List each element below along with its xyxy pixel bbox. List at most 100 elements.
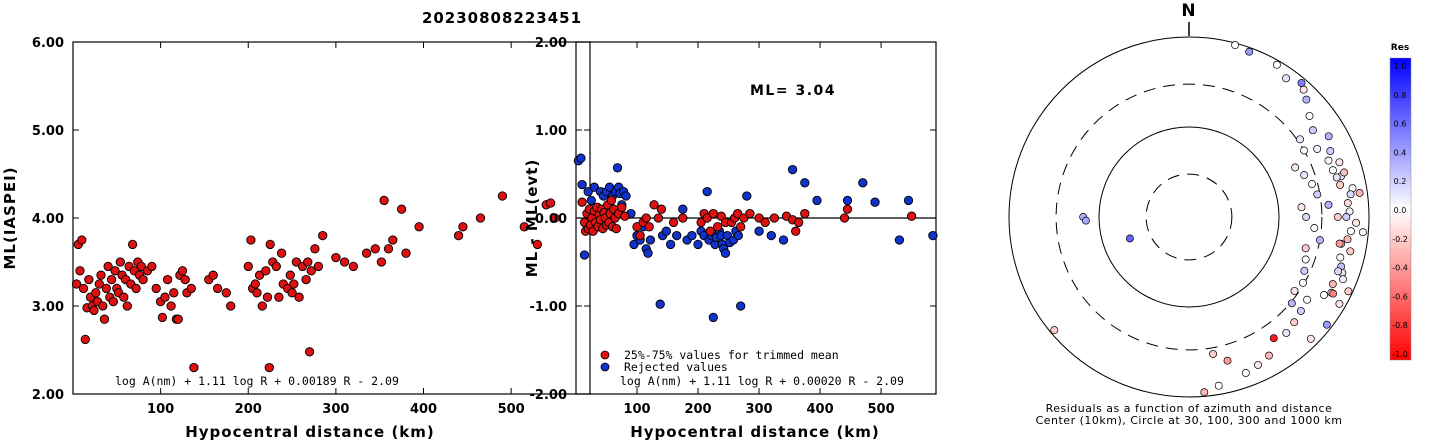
p1-point-0-75 bbox=[276, 248, 287, 258]
station-point-25 bbox=[1302, 95, 1311, 104]
station-point-48 bbox=[1300, 171, 1309, 180]
plot1-formula: log A(nm) + 1.11 log R + 0.00189 R - 2.0… bbox=[115, 374, 399, 388]
p1-point-0-71 bbox=[265, 239, 275, 250]
p2-point-0-60 bbox=[787, 164, 798, 175]
caption-line-2: Center (10km), Circle at 30, 100, 300 an… bbox=[1036, 414, 1343, 427]
p1-point-0-104 bbox=[458, 222, 468, 232]
p1-point-0-62 bbox=[246, 235, 256, 245]
p1-point-0-18 bbox=[103, 261, 113, 272]
ring-30km bbox=[1145, 173, 1233, 261]
p1-point-0-74 bbox=[274, 292, 284, 302]
colorbar-tick-6: -0.2 bbox=[1392, 235, 1408, 244]
p2-point-0-55 bbox=[736, 301, 746, 311]
station-point-38 bbox=[1290, 318, 1299, 327]
p2-point-0-61 bbox=[800, 178, 810, 188]
colorbar bbox=[1389, 57, 1412, 361]
station-point-11 bbox=[1352, 218, 1361, 227]
station-point-68 bbox=[1358, 228, 1367, 237]
p1-point-0-47 bbox=[169, 288, 179, 298]
p1-xtick-label-1: 200 bbox=[235, 402, 262, 417]
p1-xtick-label-2: 300 bbox=[322, 402, 349, 417]
station-point-36 bbox=[1209, 349, 1218, 358]
station-point-43 bbox=[1310, 224, 1319, 232]
station-point-31 bbox=[1231, 41, 1240, 50]
p2-point-1-31 bbox=[635, 230, 645, 241]
p2-point-1-61 bbox=[800, 208, 810, 219]
p2-point-0-32 bbox=[672, 230, 682, 241]
p1-point-0-79 bbox=[287, 288, 297, 298]
p1-point-0-29 bbox=[122, 301, 132, 311]
station-point-70 bbox=[1332, 173, 1341, 182]
legend-label-trimmed: 25%-75% values for trimmed mean bbox=[624, 348, 839, 362]
ml-annotation: ML= 3.04 bbox=[750, 83, 836, 99]
p2-point-1-39 bbox=[678, 213, 688, 223]
p1-point-0-80 bbox=[289, 279, 299, 289]
p1-point-0-59 bbox=[221, 288, 231, 298]
ring-300km bbox=[1055, 83, 1323, 351]
station-point-77 bbox=[1324, 156, 1333, 165]
station-point-45 bbox=[1297, 203, 1306, 212]
station-point-74 bbox=[1334, 267, 1343, 276]
p1-point-0-66 bbox=[254, 270, 265, 280]
station-point-16 bbox=[1336, 253, 1345, 262]
p1-point-0-10 bbox=[89, 305, 99, 316]
station-point-15 bbox=[1346, 247, 1355, 256]
p2-point-1-64 bbox=[906, 211, 917, 221]
p1-point-0-108 bbox=[532, 239, 543, 250]
p1-point-0-17 bbox=[101, 283, 111, 294]
p1-ytick-label-2: 4.00 bbox=[32, 212, 64, 227]
p1-point-0-102 bbox=[414, 222, 424, 232]
p1-xtick-label-4: 500 bbox=[498, 402, 525, 417]
p1-point-0-94 bbox=[361, 248, 372, 258]
p2-point-0-33 bbox=[678, 204, 688, 214]
p1-ytick-label-4: 6.00 bbox=[32, 36, 64, 51]
station-point-63 bbox=[1306, 334, 1315, 343]
p2-point-1-28 bbox=[617, 202, 627, 213]
p1-point-0-13 bbox=[94, 279, 104, 289]
p2-point-0-5 bbox=[586, 195, 596, 206]
p1-point-0-68 bbox=[261, 266, 271, 276]
legend-marker-rejected bbox=[600, 362, 610, 372]
p2-point-0-36 bbox=[693, 239, 703, 250]
plot1-xticks: 100 200 300 400 500 bbox=[147, 42, 525, 417]
colorbar-tick-8: -0.6 bbox=[1392, 292, 1408, 301]
station-point-69 bbox=[1355, 189, 1364, 197]
p2-point-0-2 bbox=[577, 179, 587, 190]
p1-xtick-label-0: 100 bbox=[147, 402, 174, 417]
p1-point-0-98 bbox=[383, 244, 394, 254]
p2-point-0-58 bbox=[766, 230, 776, 241]
p1-point-0-16 bbox=[99, 314, 110, 324]
p1-point-0-106 bbox=[497, 191, 508, 201]
station-point-13 bbox=[1343, 235, 1352, 244]
p2-point-0-67 bbox=[903, 195, 914, 206]
station-point-29 bbox=[1272, 60, 1281, 69]
station-point-35 bbox=[1223, 356, 1232, 365]
chart-title: 20230808223451 bbox=[422, 9, 582, 27]
station-point-10 bbox=[1342, 213, 1351, 221]
p1-point-0-7 bbox=[84, 274, 94, 285]
p1-point-0-65 bbox=[252, 288, 262, 298]
station-point-76 bbox=[1313, 144, 1322, 153]
station-point-12 bbox=[1346, 227, 1355, 236]
p1-point-0-14 bbox=[96, 270, 106, 280]
station-point-5 bbox=[1336, 180, 1345, 189]
p1-point-0-95 bbox=[370, 244, 380, 254]
p1-ytick-label-1: 3.00 bbox=[32, 300, 64, 315]
p1-xtick-label-3: 400 bbox=[410, 402, 437, 417]
p1-point-0-101 bbox=[401, 248, 411, 258]
p2-point-1-62 bbox=[839, 213, 850, 223]
station-point-65 bbox=[1344, 287, 1353, 296]
p2-xtick-label-4: 500 bbox=[868, 402, 895, 417]
station-point-33 bbox=[1254, 360, 1262, 369]
p1-point-0-21 bbox=[108, 296, 118, 307]
station-point-46 bbox=[1313, 190, 1322, 199]
station-point-20 bbox=[1328, 280, 1337, 289]
p2-point-0-62 bbox=[812, 195, 822, 206]
station-point-34 bbox=[1241, 369, 1250, 377]
p2-ytick-label-2: 0.00 bbox=[535, 212, 567, 227]
p2-point-0-57 bbox=[754, 226, 764, 236]
p1-point-0-107 bbox=[519, 222, 529, 232]
p1-point-0-100 bbox=[396, 204, 407, 214]
residual-vs-distance-plot: 100 200 300 400 500 -2.00 -1.00 0.00 1.00 2.00 M… bbox=[523, 36, 938, 441]
plot2-xticks: 100 200 300 400 500 bbox=[623, 42, 895, 417]
